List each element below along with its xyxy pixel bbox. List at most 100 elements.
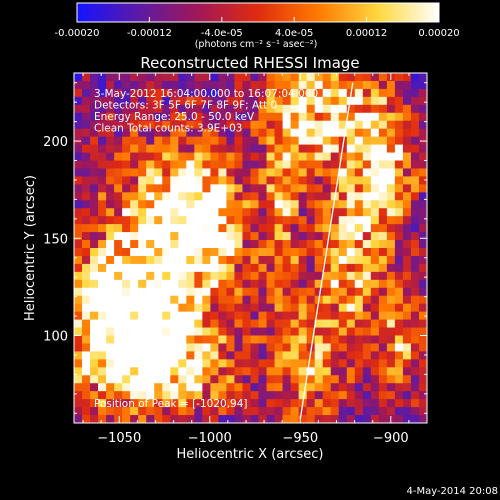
- heatmap-cell: [298, 255, 308, 265]
- heatmap-cell: [306, 359, 316, 368]
- heatmap-cell: [290, 176, 300, 185]
- heatmap-cell: [242, 80, 252, 90]
- heatmap-cell: [186, 311, 195, 321]
- heatmap-cell: [266, 335, 276, 345]
- heatmap-cell: [218, 136, 228, 146]
- heatmap-cell: [226, 295, 236, 305]
- heatmap-cell: [298, 311, 308, 321]
- heatmap-cell: [106, 120, 115, 130]
- heatmap-cell: [266, 271, 276, 281]
- heatmap-cell: [362, 375, 372, 384]
- heatmap-cell: [362, 136, 372, 146]
- heatmap-cell: [202, 184, 211, 193]
- heatmap-cell: [338, 152, 348, 162]
- heatmap-cell: [90, 351, 99, 360]
- heatmap-cell: [362, 240, 372, 249]
- heatmap-cell: [290, 295, 300, 305]
- heatmap-cell: [354, 120, 364, 130]
- heatmap-cell: [274, 359, 284, 368]
- heatmap-cell: [282, 208, 292, 217]
- heatmap-cell: [106, 255, 115, 265]
- colorbar: -0.00020 -0.00012 -4.0e-05 4.0e-05 0.00012 0.…: [55, 2, 460, 50]
- heatmap-cell: [378, 168, 388, 178]
- heatmap-cell: [122, 160, 131, 170]
- heatmap-cell: [74, 104, 83, 114]
- heatmap-cell: [114, 327, 123, 337]
- heatmap-cell: [266, 343, 276, 353]
- heatmap-cell: [154, 200, 163, 209]
- heatmap-cell: [138, 295, 147, 305]
- heatmap-cell: [106, 367, 115, 376]
- heatmap-cell: [258, 80, 268, 90]
- heatmap-cell: [242, 208, 252, 217]
- heatmap-cell: [146, 248, 155, 257]
- heatmap-cell: [106, 375, 115, 384]
- heatmap-cell: [242, 407, 252, 416]
- heatmap-cell: [386, 192, 396, 201]
- heatmap-cell: [410, 224, 420, 233]
- heatmap-cell: [250, 303, 260, 313]
- heatmap-cell: [322, 192, 332, 201]
- heatmap-cell: [378, 216, 388, 225]
- heatmap-cell: [162, 399, 171, 408]
- heatmap-cell: [90, 271, 99, 281]
- heatmap-cell: [130, 327, 139, 337]
- heatmap-cell: [226, 311, 236, 321]
- heatmap-cell: [202, 343, 211, 353]
- heatmap-cell: [90, 359, 99, 368]
- heatmap-cell: [154, 303, 163, 313]
- heatmap-cell: [74, 351, 83, 360]
- heatmap-cell: [330, 287, 340, 297]
- heatmap-cell: [98, 144, 107, 154]
- heatmap-cell: [282, 367, 292, 376]
- heatmap-cell: [402, 271, 412, 281]
- heatmap-cell: [74, 176, 83, 185]
- heatmap-cell: [394, 232, 404, 241]
- heatmap-cell: [322, 216, 332, 225]
- heatmap-cell: [178, 232, 187, 241]
- heatmap-cell: [178, 208, 187, 217]
- heatmap-cell: [402, 104, 412, 114]
- heatmap-cell: [194, 152, 203, 162]
- heatmap-cell: [394, 240, 404, 249]
- heatmap-cell: [362, 128, 372, 138]
- heatmap-cell: [130, 311, 139, 321]
- heatmap-cell: [290, 73, 300, 82]
- heatmap-cell: [370, 287, 380, 297]
- heatmap-cell: [114, 208, 123, 217]
- heatmap-cell: [418, 295, 427, 305]
- heatmap-cell: [186, 80, 195, 90]
- heatmap-cell: [186, 136, 195, 146]
- heatmap-cell: [346, 120, 356, 130]
- heatmap-cell: [258, 335, 268, 345]
- heatmap-cell: [338, 232, 348, 241]
- heatmap-cell: [130, 415, 139, 423]
- heatmap-cell: [186, 327, 195, 337]
- heatmap-cell: [370, 96, 380, 106]
- heatmap-cell: [346, 367, 356, 376]
- heatmap-cell: [282, 192, 292, 201]
- heatmap-cell: [394, 200, 404, 209]
- heatmap-cell: [154, 407, 163, 416]
- heatmap-cell: [226, 319, 236, 329]
- heatmap-cell: [178, 160, 187, 170]
- heatmap-cell: [154, 367, 163, 376]
- heatmap-cell: [330, 311, 340, 321]
- heatmap-cell: [338, 351, 348, 360]
- heatmap-cell: [98, 383, 107, 392]
- heatmap-cell: [322, 208, 332, 217]
- heatmap-cell: [418, 391, 427, 400]
- heatmap-cell: [338, 407, 348, 416]
- heatmap-cell: [226, 359, 236, 368]
- heatmap-cell: [282, 279, 292, 289]
- heatmap-cell: [258, 327, 268, 337]
- heatmap-cell: [162, 311, 171, 321]
- heatmap-cell: [290, 383, 300, 392]
- heatmap-cell: [258, 168, 268, 178]
- heatmap-cell: [378, 335, 388, 345]
- heatmap-cell: [90, 399, 99, 408]
- heatmap-cell: [346, 160, 356, 170]
- heatmap-cell: [226, 184, 236, 193]
- heatmap-cell: [306, 303, 316, 313]
- heatmap-cell: [234, 112, 244, 122]
